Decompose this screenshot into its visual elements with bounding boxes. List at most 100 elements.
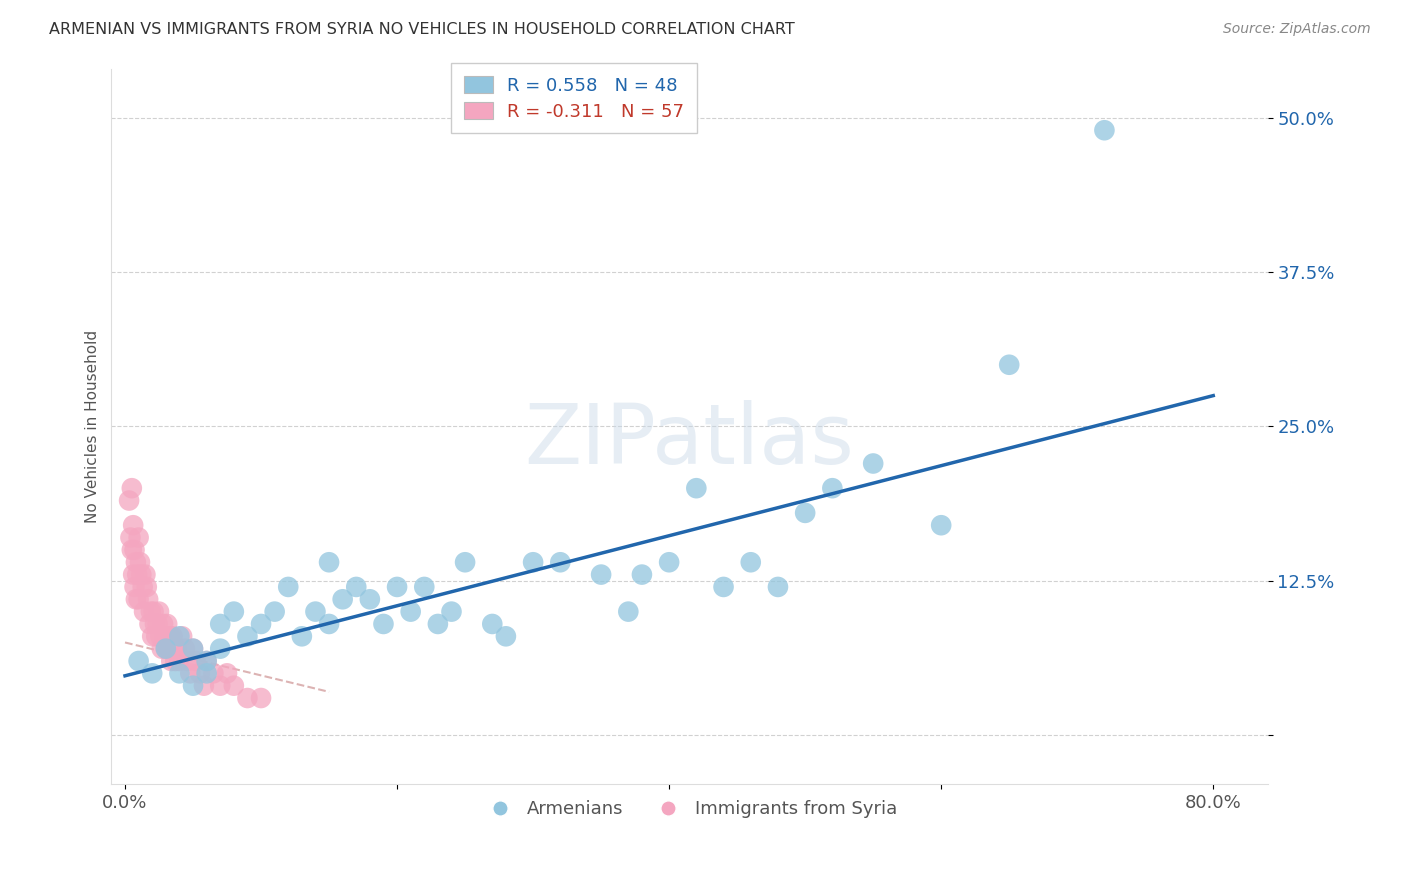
Point [135, 580, 157, 594]
Point [277, 580, 299, 594]
Point [184, 654, 207, 668]
Point [862, 457, 884, 471]
Point [426, 617, 449, 632]
Point [195, 654, 218, 668]
Point [550, 555, 572, 569]
Point [142, 605, 165, 619]
Point [141, 666, 163, 681]
Point [929, 518, 952, 533]
Point [440, 605, 463, 619]
Point [139, 605, 162, 619]
Point [481, 617, 503, 632]
Point [658, 555, 681, 569]
Point [373, 617, 395, 632]
Point [148, 605, 170, 619]
Point [134, 567, 156, 582]
Point [172, 629, 194, 643]
Point [152, 617, 174, 632]
Point [263, 605, 285, 619]
Point [128, 654, 150, 668]
Point [131, 580, 153, 594]
Point [250, 617, 273, 632]
Point [127, 567, 149, 582]
Point [304, 605, 326, 619]
Point [399, 605, 422, 619]
Point [631, 567, 654, 582]
Point [209, 617, 232, 632]
Point [128, 531, 150, 545]
Point [291, 629, 314, 643]
Point [159, 629, 181, 643]
Point [153, 629, 176, 643]
Point [129, 555, 152, 569]
Point [209, 641, 232, 656]
Point [250, 691, 273, 706]
Point [222, 605, 245, 619]
Point [166, 641, 188, 656]
Point [215, 666, 238, 681]
Point [125, 555, 148, 569]
Point [195, 666, 218, 681]
Point [173, 641, 195, 656]
Point [713, 580, 735, 594]
Point [138, 617, 160, 632]
Point [332, 592, 354, 607]
Point [685, 481, 707, 495]
Point [195, 654, 218, 668]
Text: Source: ZipAtlas.com: Source: ZipAtlas.com [1223, 22, 1371, 37]
Y-axis label: No Vehicles in Household: No Vehicles in Household [86, 330, 100, 523]
Point [122, 518, 145, 533]
Point [236, 629, 259, 643]
Point [209, 679, 232, 693]
Point [176, 654, 198, 668]
Point [495, 629, 517, 643]
Point [998, 358, 1021, 372]
Point [236, 691, 259, 706]
Text: ZIPatlas: ZIPatlas [524, 401, 855, 482]
Point [124, 542, 146, 557]
Point [118, 493, 141, 508]
Point [181, 679, 204, 693]
Point [163, 641, 186, 656]
Point [155, 641, 177, 656]
Point [794, 506, 817, 520]
Point [157, 641, 180, 656]
Point [193, 679, 215, 693]
Point [121, 481, 143, 495]
Point [122, 567, 145, 582]
Point [162, 629, 184, 643]
Text: ARMENIAN VS IMMIGRANTS FROM SYRIA NO VEHICLES IN HOUSEHOLD CORRELATION CHART: ARMENIAN VS IMMIGRANTS FROM SYRIA NO VEH… [49, 22, 794, 37]
Point [141, 629, 163, 643]
Point [188, 666, 211, 681]
Point [169, 654, 191, 668]
Point [169, 629, 191, 643]
Point [344, 580, 367, 594]
Point [125, 592, 148, 607]
Point [359, 592, 381, 607]
Point [181, 641, 204, 656]
Point [124, 580, 146, 594]
Point [150, 641, 173, 656]
Point [318, 555, 340, 569]
Point [318, 617, 340, 632]
Point [522, 555, 544, 569]
Point [149, 629, 172, 643]
Point [128, 592, 150, 607]
Point [120, 531, 142, 545]
Point [145, 629, 167, 643]
Point [143, 617, 166, 632]
Point [160, 654, 183, 668]
Point [617, 605, 640, 619]
Point [821, 481, 844, 495]
Point [165, 654, 187, 668]
Point [454, 555, 477, 569]
Point [169, 666, 191, 681]
Point [740, 555, 762, 569]
Point [222, 679, 245, 693]
Point [179, 666, 201, 681]
Point [121, 542, 143, 557]
Point [181, 641, 204, 656]
Point [132, 605, 155, 619]
Point [136, 592, 159, 607]
Legend: Armenians, Immigrants from Syria: Armenians, Immigrants from Syria [474, 793, 905, 825]
